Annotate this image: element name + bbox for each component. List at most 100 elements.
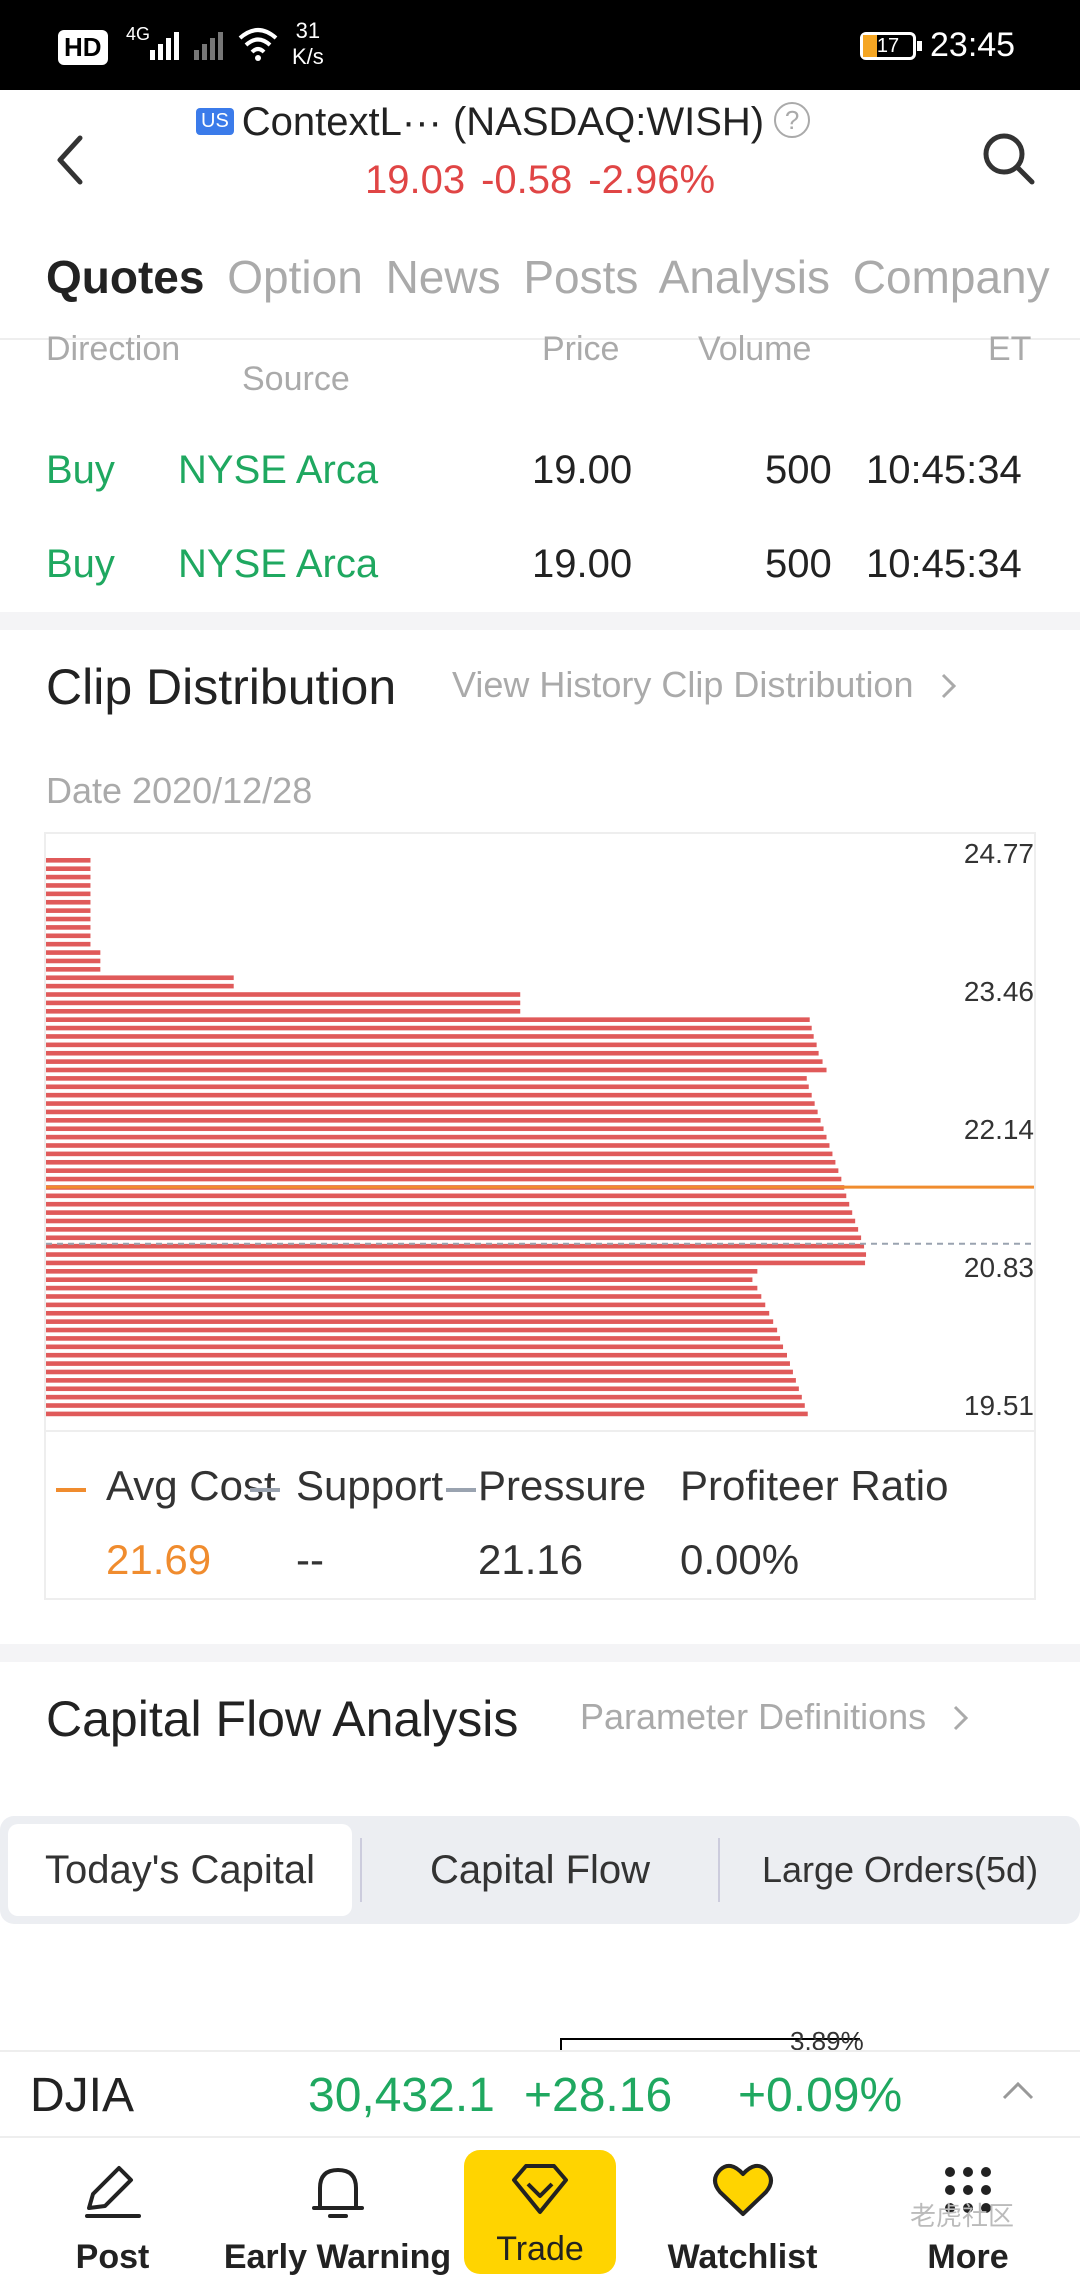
nav-trade[interactable]: Trade (464, 2138, 616, 2280)
clip-bar (46, 1344, 784, 1350)
stock-change: -0.58 (481, 158, 573, 202)
wifi-icon (238, 28, 278, 61)
trade-price: 19.00 (532, 542, 633, 586)
tab-option[interactable]: Option (227, 251, 363, 303)
clip-bar (46, 1151, 833, 1157)
search-icon[interactable] (980, 130, 1036, 186)
tab-posts[interactable]: Posts (523, 251, 639, 303)
y-tick: 20.83 (963, 1252, 1034, 1283)
segment-large-orders[interactable]: Large Orders(5d) (761, 1849, 1039, 1890)
clip-bar (46, 1218, 856, 1224)
clip-bar (46, 1285, 758, 1291)
index-name: DJIA (30, 2069, 135, 2122)
capital-title: Capital Flow Analysis (46, 1691, 519, 1747)
clip-bar (46, 1042, 817, 1048)
clip-bar (46, 1352, 787, 1358)
tab-quotes[interactable]: Quotes (46, 251, 205, 303)
clip-bar (46, 1050, 819, 1056)
trade-source: NYSE Arca (178, 448, 379, 492)
avg-cost-marker (56, 1488, 86, 1492)
nav-label: Trade (496, 2230, 584, 2268)
network-speed: 31 K/s (292, 18, 324, 69)
col-source: Source (242, 360, 350, 398)
y-tick: 19.51 (963, 1390, 1034, 1421)
clip-bar (46, 1378, 796, 1383)
status-bar: HD 4G 31 K/s 17 23:45 (0, 0, 1080, 90)
clip-bar (46, 933, 91, 939)
clip-bar (46, 1000, 521, 1006)
clip-bar (46, 1159, 836, 1165)
clip-history-link[interactable]: View History Clip Distribution (452, 664, 960, 706)
trade-direction: Buy (46, 448, 115, 492)
clip-bar (46, 1143, 830, 1148)
support-value: -- (296, 1536, 324, 1583)
index-ticker-bar[interactable]: DJIA 30,432.1 +28.16 +0.09% (0, 2050, 1080, 2136)
clip-bar (46, 1310, 770, 1316)
clip-bar (46, 1243, 865, 1249)
clip-bar (46, 1168, 839, 1173)
nav-label: Early Warning (223, 2238, 452, 2276)
stock-header: US ContextL··· (NASDAQ:WISH)? 19.03 -0.58-… (0, 90, 1080, 220)
parameter-definitions-link[interactable]: Parameter Definitions (580, 1696, 972, 1738)
clip-bar (46, 866, 91, 871)
clip-bar (46, 1101, 815, 1106)
clip-bar (46, 1336, 781, 1341)
clip-bar (46, 975, 234, 981)
stock-tabs: Quotes Option News Posts Analysis Compan… (46, 250, 1060, 304)
col-price: Price (542, 330, 620, 368)
clip-bar (46, 1411, 808, 1417)
clip-bar (46, 1059, 823, 1064)
clip-bar (46, 1235, 862, 1241)
clip-bar (46, 925, 91, 930)
nav-watchlist[interactable]: Watchlist (650, 2138, 835, 2280)
nav-more[interactable]: More (900, 2138, 1036, 2280)
support-marker (250, 1488, 280, 1492)
clip-bar (46, 1134, 827, 1140)
clip-bar (46, 1403, 805, 1408)
clip-bar (46, 1210, 853, 1215)
help-icon[interactable]: ? (774, 102, 811, 138)
clip-bar (46, 941, 91, 947)
heart-icon (712, 2163, 773, 2216)
clip-bar (46, 1034, 814, 1039)
market-badge: US (196, 108, 234, 135)
nav-label: Post (75, 2238, 150, 2276)
bell-icon (311, 2168, 364, 2218)
chevron-up-icon[interactable] (1000, 2072, 1036, 2108)
clip-bar (46, 1302, 766, 1308)
y-tick: 23.46 (963, 976, 1034, 1007)
capital-chart-peek (560, 2038, 860, 2052)
nav-post[interactable]: Post (40, 2138, 185, 2280)
segment-todays-capital[interactable]: Today's Capital (8, 1824, 352, 1916)
stock-change-pct: -2.96% (588, 158, 716, 202)
clip-bar (46, 1109, 818, 1115)
chevron-right-icon (941, 673, 956, 699)
clip-bar (46, 1269, 758, 1274)
nav-early-warning[interactable]: Early Warning (215, 2138, 460, 2280)
trade-source: NYSE Arca (178, 542, 379, 586)
clip-bar (46, 1025, 812, 1031)
tabs-divider (0, 338, 1080, 340)
clip-bar (46, 958, 101, 964)
stock-quote: 19.03 -0.58 -2.96% (0, 158, 1080, 203)
tab-news[interactable]: News (385, 251, 501, 303)
stock-name: ContextL··· (NASDAQ:WISH) (241, 100, 765, 144)
clip-bar (46, 1294, 762, 1299)
col-time: ET (988, 330, 1032, 368)
capital-segment-control: Today's Capital Capital Flow Large Order… (0, 1816, 1080, 1924)
table-row: Buy NYSE Arca 19.00 500 10:45:34 (0, 542, 1080, 622)
clip-bar (46, 1394, 802, 1400)
pressure-marker (446, 1488, 476, 1492)
back-icon[interactable] (50, 130, 90, 190)
section-divider (0, 612, 1080, 630)
diamond-icon (512, 2164, 568, 2214)
clip-bar (46, 992, 521, 997)
pressure-label: Pressure (478, 1462, 647, 1509)
trade-volume: 500 (765, 448, 832, 492)
nav-label: Watchlist (667, 2238, 818, 2276)
tab-analysis[interactable]: Analysis (658, 251, 830, 303)
clip-bar (46, 899, 91, 905)
segment-capital-flow[interactable]: Capital Flow (429, 1848, 651, 1892)
clip-bar (46, 1277, 753, 1283)
tab-company[interactable]: Company (852, 251, 1050, 303)
